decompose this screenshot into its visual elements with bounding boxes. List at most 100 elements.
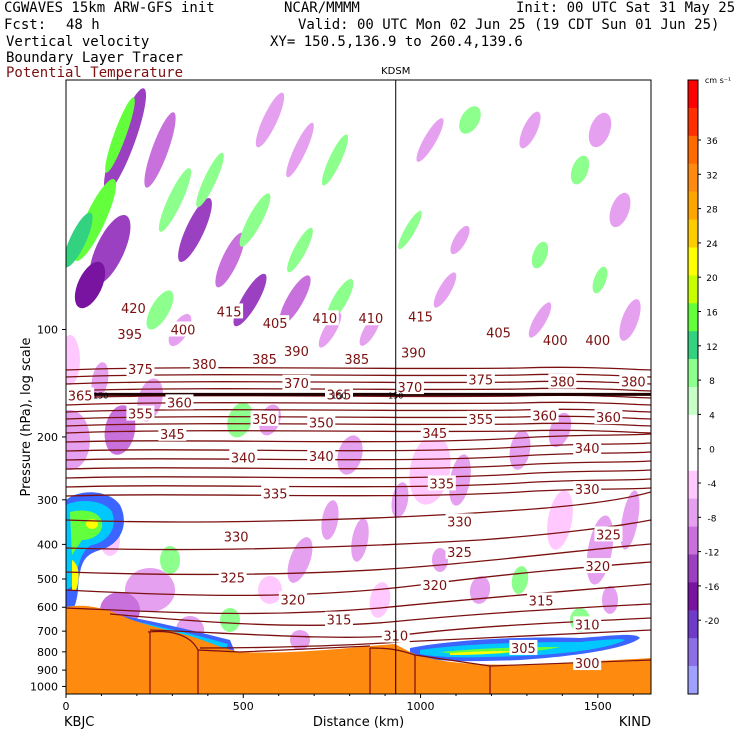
colorbar-label: 16 [706,309,718,319]
colorbar-swatch [688,80,698,109]
theta-label: 330 [447,515,472,530]
theta-label: 325 [447,546,472,561]
tracer-plume-right-max [450,651,515,655]
theta-label: 400 [171,323,196,338]
model-title: CGWAVES 15km ARW-GFS init [4,0,215,16]
colorbar-swatch [688,666,698,695]
colorbar-swatch [688,191,698,220]
theta-label: 380 [192,358,217,373]
colorbar-swatch [688,359,698,388]
theta-label-bg [583,331,612,347]
theta-label: 360 [167,396,192,411]
theta-label-bg [66,387,95,403]
valid-time: Valid: 00 UTC Mon 02 Jun 25 (19 CDT Sun … [298,17,720,33]
theta-label: 400 [543,334,568,349]
isentrope [66,433,651,443]
theta-label-bg [466,410,495,426]
theta-label-bg [573,616,602,632]
theta-label-bg [356,310,385,326]
theta-label: 315 [529,595,554,610]
colorbar-label: 0 [709,446,715,456]
theta-label: 400 [585,334,610,349]
forecast-label: Fcst: [4,17,47,33]
y-tick-label: 400 [37,538,58,551]
theta-label-bg [325,386,353,402]
theta-label-bg [594,409,623,425]
y-tick-label: 900 [37,664,58,677]
theta-label: 340 [575,442,600,457]
colorbar-label: 28 [706,206,718,216]
theta-label-bg [527,592,556,608]
colorbar-swatch [688,414,698,444]
theta-label-bg [548,373,577,389]
colorbar-swatch [688,498,698,527]
theta-label-bg [573,440,602,456]
theta-label-bg [427,475,456,491]
theta-label-bg [395,379,424,395]
isentrope [66,451,651,461]
theta-label-bg [583,558,612,574]
theta-label: 325 [220,571,245,586]
field-boundary-layer-tracer: Boundary Layer Tracer [6,50,184,66]
theta-label: 340 [309,450,334,465]
colorbar-swatch [688,107,698,137]
theta-label-bg [406,308,435,324]
colorbar-swatch [688,470,698,499]
colorbar-swatch [688,331,698,360]
theta-label: 300 [575,657,600,672]
terrain-contour-top [147,630,651,667]
theta-label: 420 [121,302,146,317]
colorbar-label: -12 [705,549,720,559]
theta-label: 345 [160,428,185,443]
theta-label-bg [619,373,648,389]
theta-label: 390 [401,347,426,362]
theta-label: 360 [596,411,621,426]
colorbar-swatch [688,638,698,667]
theta-label: 320 [422,579,447,594]
theta-label-bg [594,526,623,542]
theta-label-bg [445,543,474,559]
isentrope [66,442,651,452]
y-tick-label: 100 [37,323,58,336]
terrain-contours [147,630,651,694]
theta-label: 320 [280,593,305,608]
colorbar-swatch [688,442,698,472]
x-tick-label: 500 [233,700,254,713]
theta-label: 410 [358,312,383,327]
theta-label-bg [126,405,155,421]
theta-label-bg [261,485,290,501]
theta-label: 375 [468,373,493,388]
tracer-plume-left-max2 [72,560,79,590]
theta-label-bg [169,321,197,337]
y-tick-label: 200 [37,431,58,444]
theta-label: 415 [217,305,242,320]
isentrope [66,366,651,371]
theta-label: 340 [231,451,256,466]
isentrope [66,380,651,385]
theta-label: 335 [263,487,288,502]
field-potential-temperature: Potential Temperature [6,65,184,81]
y-tick-label: 700 [37,625,58,638]
x-axis-label: Distance (km) [313,715,404,730]
theta-label: 320 [585,560,610,575]
terrain [66,605,651,694]
isentrope [66,543,651,576]
theta-label-bg [126,360,155,376]
colorbar-swatch [688,526,698,555]
theta-label: 325 [596,528,621,543]
isentrope [66,387,651,392]
cross-section-endpoints: XY= 150.5,136.9 to 260.4,139.6 [270,34,523,50]
colorbar-label: 32 [706,171,717,181]
isentrope [66,460,651,470]
y-tick-label: 1000 [30,680,58,693]
theta-label: 310 [575,618,600,633]
theta-label-bg [190,356,219,372]
plot-frame [65,79,652,695]
theta-label-bg [229,449,258,465]
tropopause-label: 150 [331,391,346,400]
theta-label-bg [484,324,513,340]
colorbar-frame [687,79,699,695]
organization-label: NCAR/MMMM [284,0,360,16]
plot-area: 420 415 405 410 410 415 400 395 390 385 385 390 405 4… [66,88,651,694]
